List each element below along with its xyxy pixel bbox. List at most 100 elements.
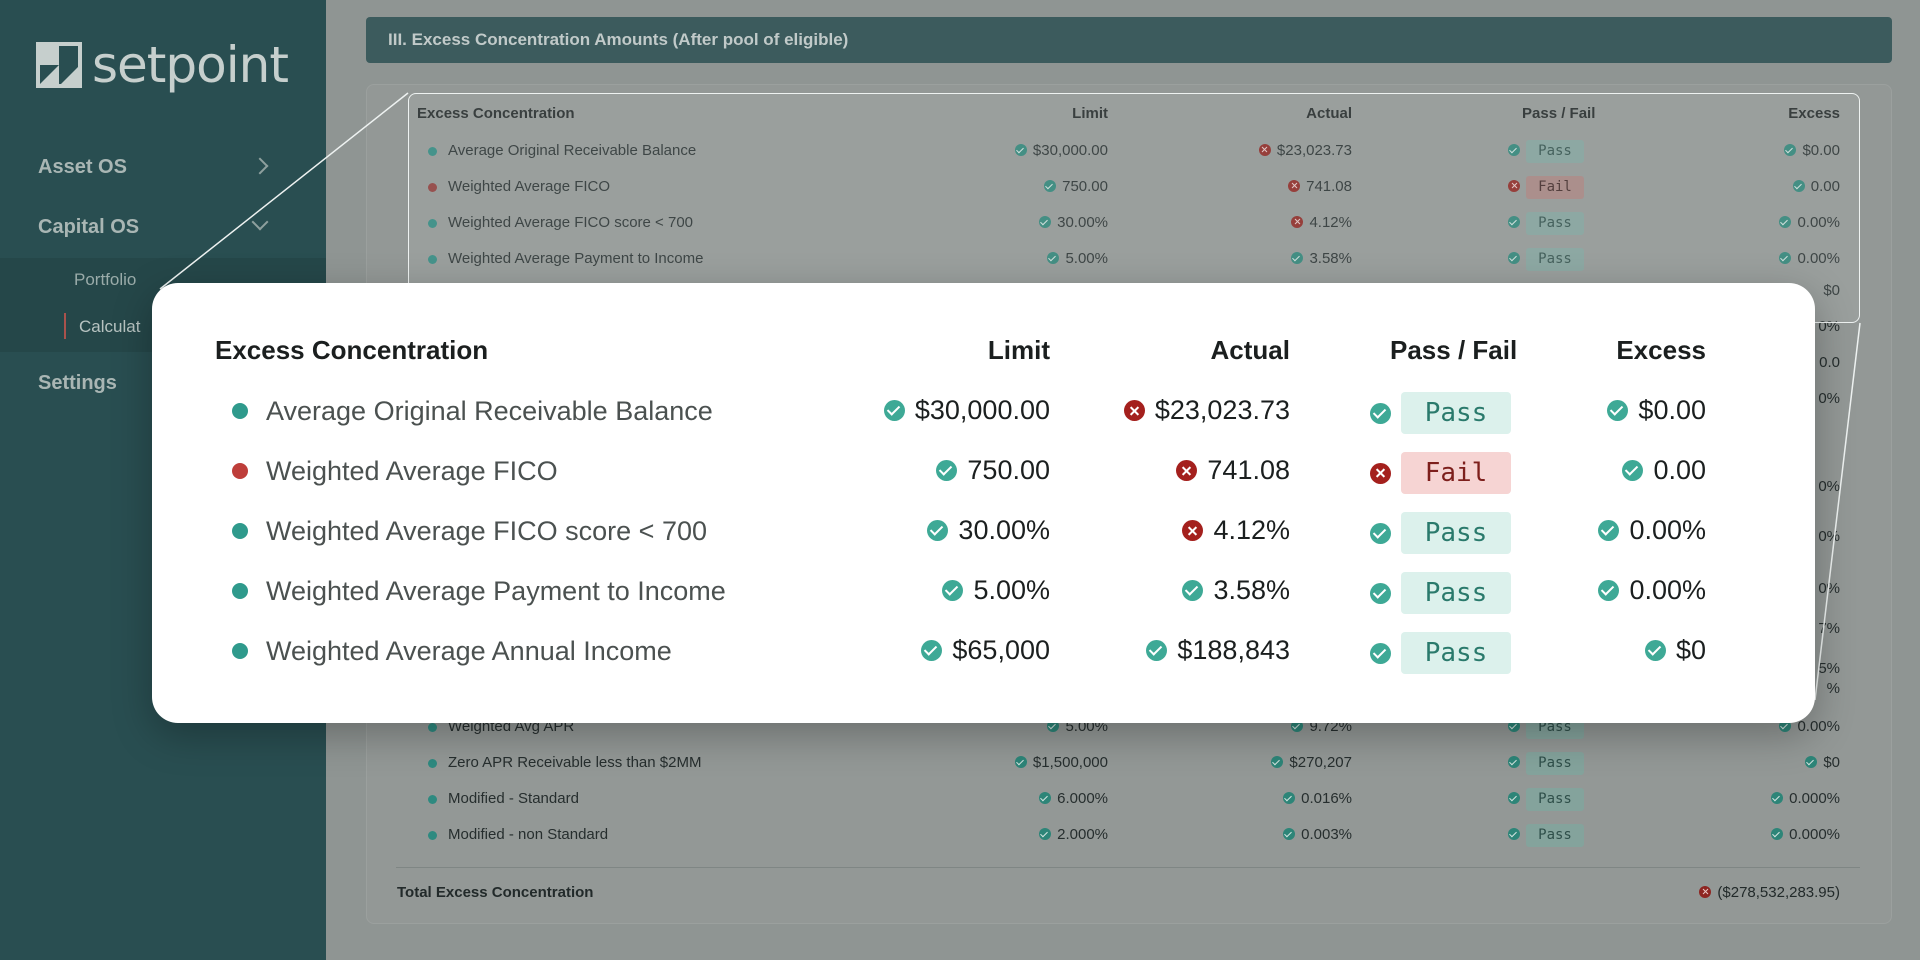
status-badge: Pass [1526,248,1584,271]
check-icon [1771,792,1784,804]
check-icon [1644,640,1666,661]
fail-icon [1370,462,1391,484]
row-limit: 750.00 [936,455,1050,486]
row-excess-value: 0.00 [1653,455,1706,485]
status-badge: Fail [1526,176,1584,199]
row-actual: 741.08 [1176,455,1290,486]
check-icon [1508,252,1520,264]
row-pass-fail: Fail [1508,176,1584,199]
row-excess-value: 0.00 [1810,178,1840,195]
fail-icon [1291,216,1304,228]
row-limit-value: $65,000 [952,635,1050,665]
row-excess: 0.000% [1771,826,1840,843]
status-dot [428,723,437,732]
row-limit-value: 750.00 [967,455,1050,485]
bg-partial-excess: 0.0 [1819,354,1840,371]
status-dot [428,183,437,192]
header-excess: Excess [1616,335,1706,365]
row-actual-value: 741.08 [1306,178,1352,195]
row-actual-value: 0.003% [1301,826,1352,843]
status-dot [428,831,437,840]
row-excess: 0.00% [1779,718,1840,735]
row-name: Modified - Standard [448,790,579,807]
row-limit: $1,500,000 [1014,754,1108,771]
row-actual-value: 3.58% [1309,250,1352,267]
bg-header-pass-fail: Pass / Fail [1522,105,1596,122]
check-icon [1779,720,1792,732]
row-pass-fail: Pass [1370,512,1511,554]
logo[interactable]: setpoint [36,40,289,90]
check-icon [1039,828,1052,840]
row-limit: 2.000% [1039,826,1108,843]
row-limit-value: 5.00% [1065,250,1108,267]
status-dot [428,795,437,804]
row-limit-value: 2.000% [1057,826,1108,843]
section-header[interactable]: III. Excess Concentration Amounts (After… [366,17,1892,63]
row-name: Modified - non Standard [448,826,609,843]
row-pass-fail: Pass [1508,824,1584,847]
row-actual: 3.58% [1182,575,1290,606]
nav-settings[interactable]: Settings [38,372,117,394]
row-limit: $30,000.00 [1014,142,1108,159]
header-limit: Limit [987,335,1050,365]
bg-partial-excess: 5% [1818,660,1840,677]
row-limit-value: $1,500,000 [1032,754,1108,771]
status-badge: Fail [1401,452,1511,494]
row-name: Weighted Average Annual Income [266,636,672,666]
fail-icon [1176,460,1198,481]
nav-asset-os[interactable]: Asset OS [38,156,296,179]
bg-partial-excess: 7% [1818,620,1840,637]
row-actual-value: $270,207 [1289,754,1352,771]
check-icon [927,520,949,541]
row-limit-value: $30,000.00 [1032,142,1108,159]
check-icon [1508,144,1520,156]
fail-icon [1288,180,1301,192]
header-name: Excess Concentration [215,335,489,365]
status-dot [232,523,248,539]
row-name: Weighted Average Payment to Income [266,576,726,606]
status-badge: Pass [1526,788,1584,811]
table-row: Average Original Receivable Balance $30,0… [0,136,1920,166]
row-limit: $65,000 [921,635,1050,666]
check-icon [942,580,964,601]
nav-asset-os-label: Asset OS [38,156,127,178]
row-actual: 741.08 [1288,178,1352,195]
row-pass-fail: Fail [1370,452,1511,494]
check-icon [1039,216,1052,228]
table-row: Average Original Receivable Balance $30,0… [152,386,1815,436]
sidebar-item-portfolio[interactable]: Portfolio [74,270,137,289]
nav-capital-os[interactable]: Capital OS [38,213,296,239]
check-icon [1779,252,1792,264]
row-limit-value: $30,000.00 [914,395,1050,425]
row-excess: $0 [1805,754,1840,771]
check-icon [1598,520,1620,541]
row-actual: 0.016% [1283,790,1352,807]
sidebar-item-calculations[interactable]: Calculat [79,317,141,336]
check-icon [1779,216,1792,228]
total-value: ($278,532,283.95) [1699,884,1840,901]
row-excess: 0.00% [1598,575,1706,606]
status-badge: Pass [1401,632,1511,674]
check-icon [1283,792,1296,804]
check-icon [1039,792,1052,804]
row-limit: 750.00 [1044,178,1108,195]
zoom-panel: Excess Concentration Limit Actual Pass /… [152,283,1815,723]
check-icon [1370,582,1391,604]
status-dot [232,403,248,419]
row-actual-value: $23,023.73 [1154,395,1290,425]
row-name: Average Original Receivable Balance [448,142,697,159]
row-actual: $270,207 [1271,754,1352,771]
section-title: III. Excess Concentration Amounts (After… [388,30,849,49]
fail-icon [1123,400,1145,421]
status-dot [232,643,248,659]
table-row: Modified - Standard 6.000% 0.016% Pass 0.000… [0,784,1920,814]
fail-icon [1182,520,1204,541]
row-actual-value: 4.12% [1309,214,1352,231]
status-badge: Pass [1401,512,1511,554]
active-indicator [64,313,66,339]
status-dot [428,255,437,264]
bg-partial-excess: 0% [1818,528,1840,545]
row-pass-fail: Pass [1370,392,1511,434]
total-value-text: ($278,532,283.95) [1717,884,1840,901]
row-actual-value: 4.12% [1213,515,1290,545]
